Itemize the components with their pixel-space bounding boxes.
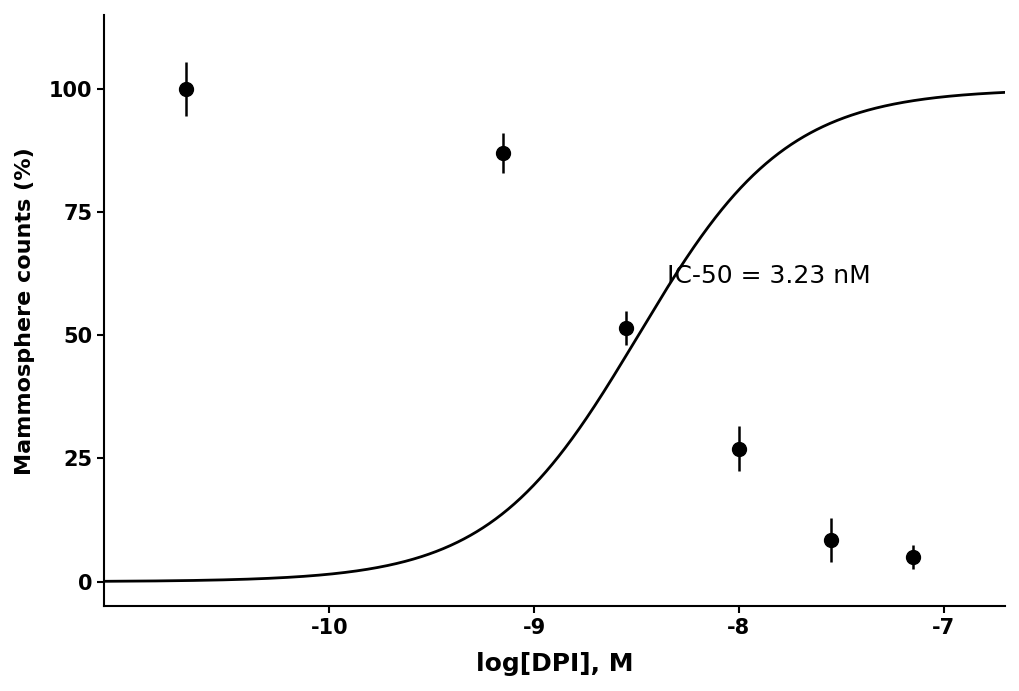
Text: IC-50 = 3.23 nM: IC-50 = 3.23 nM — [666, 264, 870, 288]
X-axis label: log[DPI], M: log[DPI], M — [476, 652, 633, 676]
Y-axis label: Mammosphere counts (%): Mammosphere counts (%) — [15, 146, 35, 475]
